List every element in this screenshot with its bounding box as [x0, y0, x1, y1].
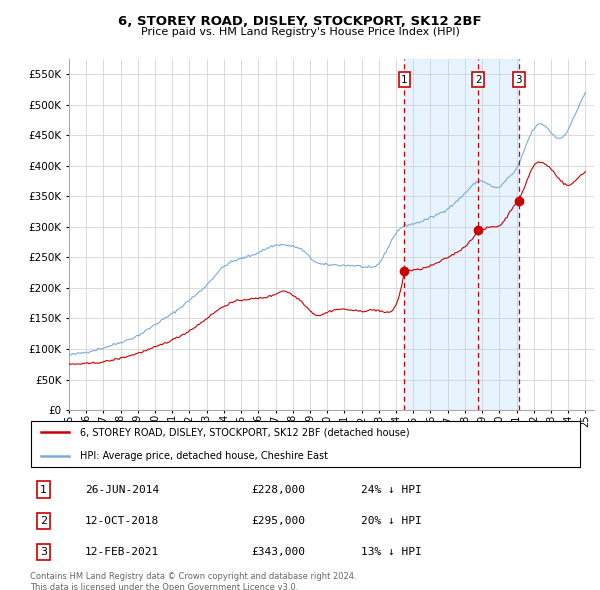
Text: 3: 3: [515, 75, 522, 85]
Text: HPI: Average price, detached house, Cheshire East: HPI: Average price, detached house, Ches…: [80, 451, 328, 461]
Text: £295,000: £295,000: [251, 516, 305, 526]
Text: 20% ↓ HPI: 20% ↓ HPI: [361, 516, 422, 526]
Text: 26-JUN-2014: 26-JUN-2014: [85, 484, 160, 494]
Text: 1: 1: [401, 75, 408, 85]
Text: 2: 2: [475, 75, 482, 85]
Text: Contains HM Land Registry data © Crown copyright and database right 2024.
This d: Contains HM Land Registry data © Crown c…: [30, 572, 356, 590]
Text: 13% ↓ HPI: 13% ↓ HPI: [361, 547, 422, 557]
Text: Price paid vs. HM Land Registry's House Price Index (HPI): Price paid vs. HM Land Registry's House …: [140, 27, 460, 37]
Text: 1: 1: [40, 484, 47, 494]
Bar: [404, 59, 518, 410]
Text: 3: 3: [40, 547, 47, 557]
Text: £228,000: £228,000: [251, 484, 305, 494]
Text: 2: 2: [40, 516, 47, 526]
FancyBboxPatch shape: [31, 421, 580, 467]
Text: £343,000: £343,000: [251, 547, 305, 557]
Text: 12-OCT-2018: 12-OCT-2018: [85, 516, 160, 526]
Text: 6, STOREY ROAD, DISLEY, STOCKPORT, SK12 2BF (detached house): 6, STOREY ROAD, DISLEY, STOCKPORT, SK12 …: [80, 427, 409, 437]
Text: 12-FEB-2021: 12-FEB-2021: [85, 547, 160, 557]
Text: 6, STOREY ROAD, DISLEY, STOCKPORT, SK12 2BF: 6, STOREY ROAD, DISLEY, STOCKPORT, SK12 …: [118, 15, 482, 28]
Text: 24% ↓ HPI: 24% ↓ HPI: [361, 484, 422, 494]
